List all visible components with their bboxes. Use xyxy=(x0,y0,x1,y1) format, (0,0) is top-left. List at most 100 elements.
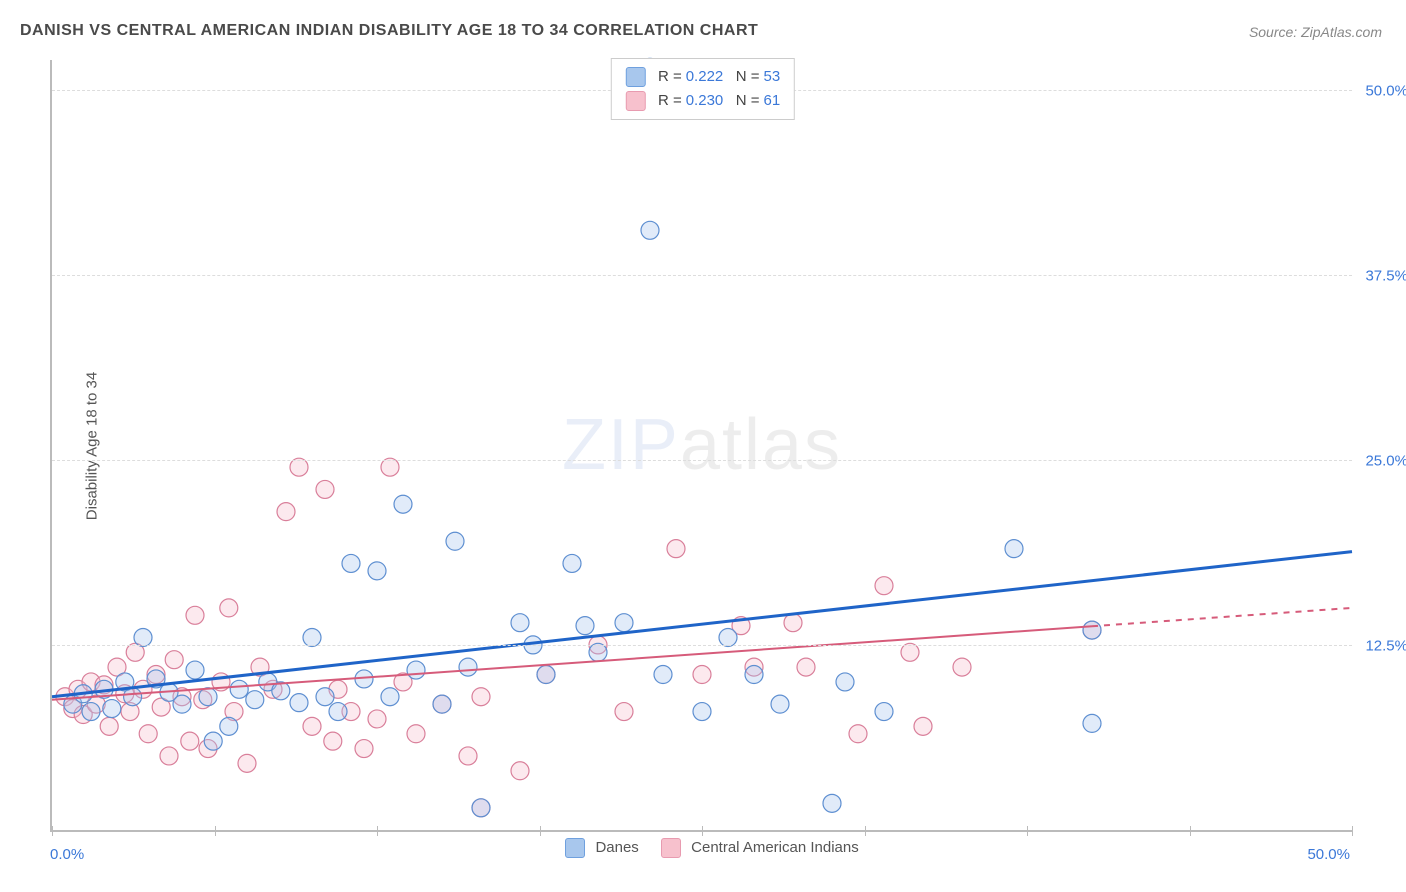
data-point xyxy=(511,762,529,780)
data-point xyxy=(186,606,204,624)
data-point xyxy=(220,599,238,617)
data-point xyxy=(316,688,334,706)
data-point xyxy=(290,458,308,476)
source-attribution: Source: ZipAtlas.com xyxy=(1249,24,1382,40)
data-point xyxy=(797,658,815,676)
data-point xyxy=(1083,621,1101,639)
data-point xyxy=(875,577,893,595)
xtick xyxy=(377,826,378,836)
data-point xyxy=(719,629,737,647)
data-point xyxy=(355,740,373,758)
data-point xyxy=(823,794,841,812)
data-point xyxy=(407,661,425,679)
data-point xyxy=(615,614,633,632)
data-point xyxy=(784,614,802,632)
data-point xyxy=(303,629,321,647)
data-point xyxy=(901,643,919,661)
data-point xyxy=(576,617,594,635)
swatch-icon xyxy=(661,838,681,858)
data-point xyxy=(103,700,121,718)
ytick-label: 50.0% xyxy=(1365,82,1406,99)
xtick xyxy=(865,826,866,836)
data-point xyxy=(407,725,425,743)
gridline: 37.5% xyxy=(52,275,1352,276)
ytick-label: 25.0% xyxy=(1365,452,1406,469)
data-point xyxy=(230,680,248,698)
data-point xyxy=(771,695,789,713)
xtick xyxy=(1190,826,1191,836)
data-point xyxy=(459,658,477,676)
data-point xyxy=(693,666,711,684)
data-point xyxy=(641,221,659,239)
data-point xyxy=(459,747,477,765)
data-point xyxy=(433,695,451,713)
data-point xyxy=(324,732,342,750)
data-point xyxy=(1083,714,1101,732)
data-point xyxy=(849,725,867,743)
data-point xyxy=(615,703,633,721)
data-point xyxy=(472,688,490,706)
legend-bottom: Danes Central American Indians xyxy=(0,838,1406,858)
data-point xyxy=(342,554,360,572)
data-point xyxy=(693,703,711,721)
data-point xyxy=(100,717,118,735)
data-point xyxy=(199,688,217,706)
data-point xyxy=(165,651,183,669)
ytick-label: 37.5% xyxy=(1365,267,1406,284)
data-point xyxy=(381,458,399,476)
xtick xyxy=(1352,826,1353,836)
data-point xyxy=(875,703,893,721)
data-point xyxy=(394,495,412,513)
xtick xyxy=(1027,826,1028,836)
data-point xyxy=(246,691,264,709)
data-point xyxy=(472,799,490,817)
data-point xyxy=(1005,540,1023,558)
swatch-icon xyxy=(626,91,646,111)
data-point xyxy=(914,717,932,735)
data-point xyxy=(238,754,256,772)
data-point xyxy=(836,673,854,691)
data-point xyxy=(654,666,672,684)
gridline: 12.5% xyxy=(52,645,1352,646)
data-point xyxy=(537,666,555,684)
xtick xyxy=(540,826,541,836)
data-point xyxy=(277,503,295,521)
data-point xyxy=(82,703,100,721)
data-point xyxy=(667,540,685,558)
xtick xyxy=(702,826,703,836)
stats-legend: R =0.222 N =53 R =0.230 N =61 xyxy=(611,58,795,120)
data-point xyxy=(316,480,334,498)
data-point xyxy=(124,688,142,706)
legend-label-cai: Central American Indians xyxy=(691,839,859,856)
data-point xyxy=(368,710,386,728)
data-point xyxy=(204,732,222,750)
gridline: 25.0% xyxy=(52,460,1352,461)
swatch-icon xyxy=(565,838,585,858)
stats-row-danes: R =0.222 N =53 xyxy=(626,65,780,89)
data-point xyxy=(446,532,464,550)
data-point xyxy=(181,732,199,750)
stats-row-cai: R =0.230 N =61 xyxy=(626,89,780,113)
data-point xyxy=(329,703,347,721)
swatch-icon xyxy=(626,67,646,87)
data-point xyxy=(303,717,321,735)
chart-title: DANISH VS CENTRAL AMERICAN INDIAN DISABI… xyxy=(20,22,758,40)
data-point xyxy=(745,666,763,684)
ytick-label: 12.5% xyxy=(1365,637,1406,654)
data-point xyxy=(186,661,204,679)
regression-line-dashed xyxy=(1092,608,1352,626)
data-point xyxy=(173,695,191,713)
data-point xyxy=(139,725,157,743)
data-point xyxy=(368,562,386,580)
xtick xyxy=(52,826,53,836)
data-point xyxy=(134,629,152,647)
legend-label-danes: Danes xyxy=(595,839,638,856)
xtick xyxy=(215,826,216,836)
data-point xyxy=(563,554,581,572)
data-point xyxy=(160,747,178,765)
data-point xyxy=(953,658,971,676)
plot-svg xyxy=(52,60,1352,830)
data-point xyxy=(290,694,308,712)
plot-area: ZIPatlas 12.5%25.0%37.5%50.0% xyxy=(50,60,1352,832)
data-point xyxy=(220,717,238,735)
